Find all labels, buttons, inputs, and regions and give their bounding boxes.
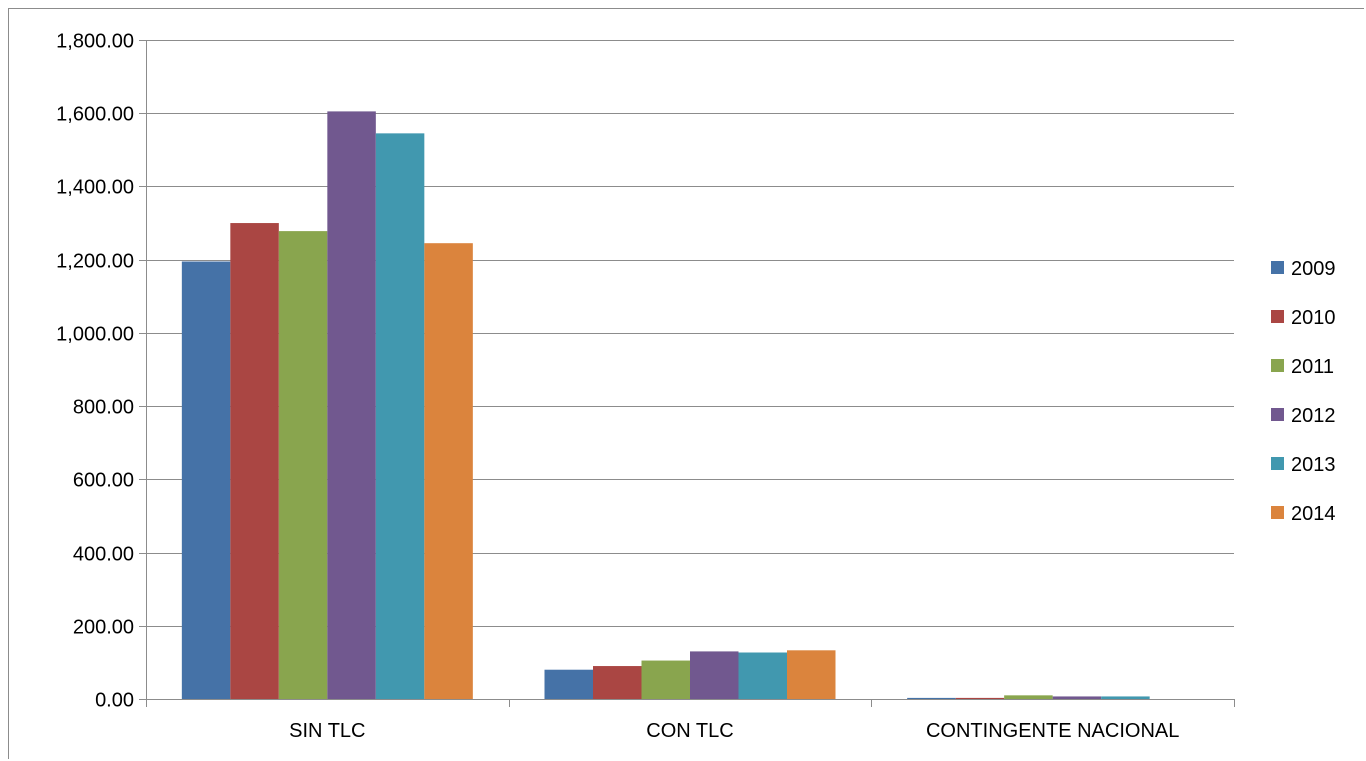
chart-area: 0.00 200.00 400.00 600.00 800.00 1,000.00 1,20… [8, 8, 1364, 759]
bar-2010-0 [230, 223, 279, 700]
x-category-label: CON TLC [646, 720, 733, 742]
y-tick-label: 0.00 [95, 690, 134, 712]
y-tick-label: 1,000.00 [56, 324, 134, 346]
legend-label-2013: 2013 [1291, 454, 1336, 476]
bars [181, 111, 1150, 700]
bar-2011-2 [1004, 695, 1053, 699]
y-tick-label: 200.00 [73, 617, 134, 639]
legend-label-2011: 2011 [1291, 356, 1334, 378]
x-axis-category-labels: SIN TLC CON TLC CONTINGENTE NACIONAL [289, 720, 1179, 742]
axes [139, 40, 1235, 707]
legend-swatch-2014 [1271, 506, 1284, 519]
bar-2012-1 [690, 651, 739, 699]
legend-label-2010: 2010 [1291, 307, 1336, 329]
bar-2013-2 [1101, 696, 1150, 699]
y-tick-label: 600.00 [73, 470, 134, 492]
bar-2009-2 [907, 697, 956, 699]
legend-swatch-2011 [1271, 359, 1284, 372]
legend-swatch-2010 [1271, 310, 1284, 323]
bar-2009-1 [544, 669, 593, 699]
legend-swatch-2012 [1271, 408, 1284, 421]
bar-2014-0 [424, 243, 473, 700]
bar-2013-1 [738, 652, 787, 699]
y-tick-label: 1,400.00 [56, 177, 134, 199]
y-tick-label: 1,800.00 [56, 31, 134, 53]
bar-2011-1 [641, 660, 690, 699]
legend: 2009 2010 2011 2012 2013 2014 [1271, 258, 1336, 525]
x-category-label: CONTINGENTE NACIONAL [926, 720, 1179, 742]
bar-2011-0 [278, 231, 328, 700]
bar-2010-1 [593, 666, 642, 699]
bar-chart: 0.00 200.00 400.00 600.00 800.00 1,000.00 1,20… [56, 31, 1336, 743]
y-tick-label: 1,200.00 [56, 251, 134, 273]
bar-2014-1 [787, 650, 836, 699]
legend-label-2014: 2014 [1291, 503, 1336, 525]
y-tick-label: 800.00 [73, 397, 134, 419]
bar-2010-2 [955, 697, 1005, 699]
y-tick-label: 400.00 [73, 544, 134, 566]
bar-2012-0 [327, 111, 376, 700]
legend-label-2009: 2009 [1291, 258, 1336, 280]
legend-label-2012: 2012 [1291, 405, 1336, 427]
legend-swatch-2009 [1271, 261, 1284, 274]
x-category-label: SIN TLC [289, 720, 365, 742]
y-axis-tick-labels: 0.00 200.00 400.00 600.00 800.00 1,000.00 1,20… [56, 31, 134, 712]
legend-swatch-2013 [1271, 457, 1284, 470]
bar-2012-2 [1052, 696, 1102, 699]
bar-2009-0 [181, 261, 231, 699]
bar-2013-0 [375, 133, 425, 699]
y-tick-label: 1,600.00 [56, 104, 134, 126]
